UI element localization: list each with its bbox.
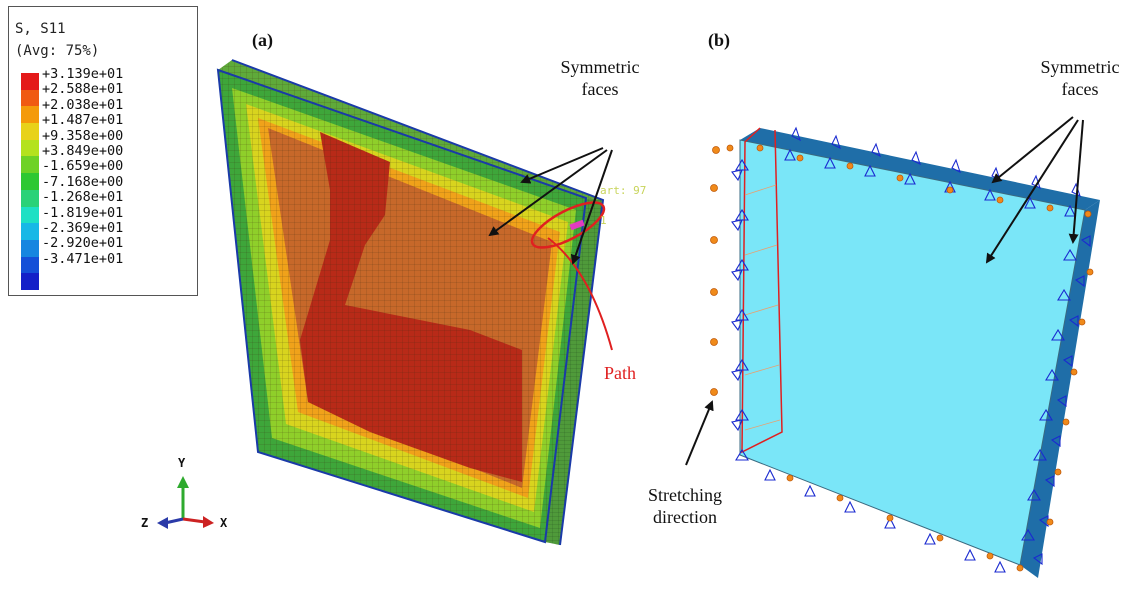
legend-swatch — [21, 173, 39, 190]
contour-legend: S, S11 (Avg: 75%) +3.139e+01 +2.588e+01 +2… — [8, 6, 198, 296]
panel-a-model — [216, 59, 605, 546]
legend-value: -7.168e+00 — [42, 173, 124, 190]
legend-value: -3.471e+01 — [42, 250, 124, 267]
stretching-direction-line2: direction — [653, 507, 717, 527]
panel-b-model — [739, 127, 1100, 578]
legend-values: +3.139e+01 +2.588e+01 +2.038e+01 +1.487e+01… — [42, 66, 124, 267]
legend-swatch — [21, 256, 39, 274]
panel-b-label: (b) — [708, 30, 730, 50]
symmetric-arrows-b — [985, 116, 1084, 264]
legend-swatch — [21, 206, 39, 224]
legend-value: +2.038e+01 — [42, 96, 124, 113]
legend-swatch — [21, 139, 39, 157]
symmetric-arrows-a — [488, 147, 613, 265]
legend-color-bar — [21, 73, 39, 290]
probe-text-1: art: 97 — [600, 184, 647, 197]
axis-x-label: X — [220, 516, 228, 530]
axis-triad — [157, 476, 214, 529]
symmetric-faces-label-b-line2: faces — [1061, 79, 1099, 99]
panel-a-label: (a) — [252, 30, 273, 50]
legend-swatch — [21, 189, 39, 207]
legend-value: +1.487e+01 — [42, 112, 124, 129]
legend-swatch — [21, 239, 39, 257]
legend-value: +3.139e+01 — [42, 66, 124, 82]
bc-top-face — [740, 128, 1100, 210]
symmetric-faces-label-b-line1: Symmetric — [1040, 57, 1120, 77]
legend-value: -1.268e+01 — [42, 189, 124, 206]
legend-value: -1.659e+00 — [42, 158, 124, 175]
legend-value: -1.819e+01 — [42, 204, 124, 221]
legend-value: -2.920e+01 — [42, 235, 124, 252]
stretch-arrow — [685, 400, 714, 466]
legend-value: +3.849e+00 — [42, 143, 124, 160]
legend-value: -2.369e+01 — [42, 220, 124, 237]
symmetric-faces-label-a: Symmetric faces — [540, 56, 660, 100]
symmetric-faces-label-a-line1: Symmetric — [560, 57, 640, 77]
legend-title-line1: S, S11 — [15, 21, 66, 37]
legend-swatch — [21, 123, 39, 140]
axis-z-label: Z — [141, 516, 149, 530]
probe-marker — [569, 219, 585, 231]
axis-y-label: Y — [178, 456, 186, 470]
legend-swatch — [21, 73, 39, 90]
path-highlight-ellipse — [530, 201, 606, 249]
symmetric-faces-label-a-line2: faces — [581, 79, 619, 99]
legend-swatch — [21, 156, 39, 174]
legend-title-line2: (Avg: 75%) — [15, 43, 100, 59]
bc-symbols — [710, 126, 1094, 573]
probe-text-2: 1 — [600, 214, 607, 227]
stretching-direction-line1: Stretching — [648, 485, 722, 505]
path-leader-line — [547, 237, 613, 351]
legend-value: +9.358e+00 — [42, 127, 124, 144]
path-label: Path — [604, 363, 637, 383]
stretching-direction-label: Stretching direction — [630, 484, 740, 528]
legend-swatch — [21, 89, 39, 107]
legend-value: +2.588e+01 — [42, 81, 124, 98]
legend-swatch — [21, 223, 39, 240]
legend-swatch — [21, 106, 39, 124]
legend-swatch — [21, 273, 39, 290]
bc-side-face — [1020, 200, 1100, 578]
symmetric-faces-label-b: Symmetric faces — [1020, 56, 1140, 100]
